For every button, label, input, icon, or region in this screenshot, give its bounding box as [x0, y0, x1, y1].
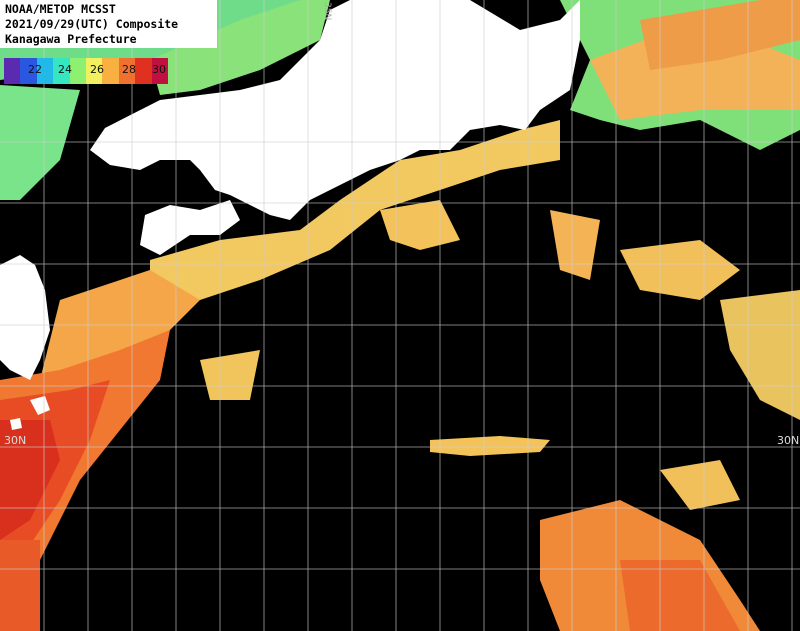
legend-color-swatch	[118, 58, 136, 84]
title-line-2: 2021/09/29(UTC) Composite	[5, 17, 179, 31]
legend-color-swatch	[69, 58, 87, 84]
title-line-1: NOAA/METOP MCSST	[5, 2, 116, 16]
lat-label-left: 30N	[4, 434, 27, 447]
lat-label-top: 35N	[322, 2, 332, 21]
legend-color-swatch	[151, 58, 169, 84]
legend-color-swatch	[135, 58, 152, 84]
legend-color-swatch	[102, 58, 119, 84]
legend-color-swatch	[86, 58, 103, 84]
legend-tick-label: 28	[122, 63, 136, 76]
legend-color-swatch	[53, 58, 70, 84]
legend-color-swatch	[36, 58, 54, 84]
title-box: NOAA/METOP MCSST 2021/09/29(UTC) Composi…	[0, 0, 217, 48]
legend-tick-label: 24	[58, 63, 72, 76]
legend-color-swatch	[20, 58, 37, 84]
legend-tick-label: 30	[152, 63, 166, 76]
legend-tick-labels: 22 24 26 28 30	[4, 58, 168, 84]
legend-tick-label: 22	[28, 63, 42, 76]
temperature-color-legend	[4, 58, 169, 84]
lat-label-right: 30N	[777, 434, 800, 447]
legend-tick-label: 26	[90, 63, 104, 76]
title-line-3: Kanagawa Prefecture	[5, 32, 137, 46]
legend-color-swatch	[4, 58, 21, 84]
land	[0, 0, 580, 430]
